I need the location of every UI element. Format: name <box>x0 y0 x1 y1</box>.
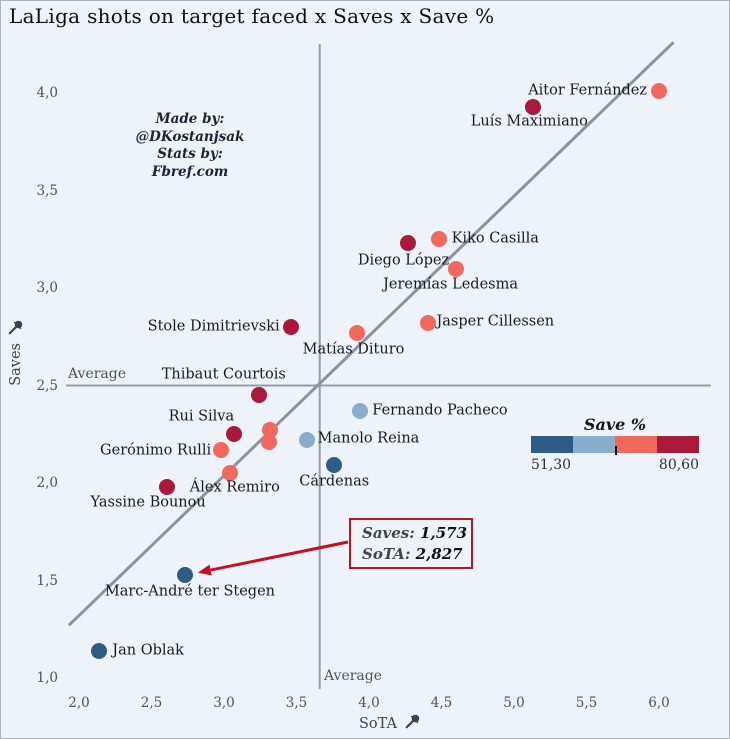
data-point <box>420 315 437 332</box>
callout-value: 2,827 <box>415 545 463 563</box>
legend-title: Save % <box>583 415 647 434</box>
callout-line: SoTA: 2,827 <box>362 544 471 565</box>
legend-color-segment <box>615 436 657 453</box>
x-axis-title-text: SoTA <box>359 715 398 732</box>
data-point <box>326 457 343 474</box>
data-point <box>298 432 315 449</box>
x-tick-label: 4,5 <box>430 695 453 711</box>
player-label: Marc-André ter Stegen <box>104 583 275 600</box>
data-point <box>651 83 667 100</box>
data-point <box>250 387 267 404</box>
data-point <box>352 402 369 419</box>
data-point <box>159 478 176 495</box>
callout-arrow-head <box>197 564 212 576</box>
data-point <box>349 324 366 341</box>
player-label: Gerónimo Rulli <box>100 442 212 459</box>
data-point <box>282 319 299 335</box>
data-point <box>524 98 541 115</box>
data-point <box>213 441 230 458</box>
data-point <box>91 642 108 659</box>
player-label: Rui Silva <box>168 408 235 425</box>
average-x-label: Average <box>324 668 383 684</box>
player-label: Aitor Fernández <box>528 82 647 99</box>
credits-line: @DKostanjsak <box>135 128 245 145</box>
legend-mid-tick <box>615 446 617 455</box>
y-tick-label: 1,0 <box>36 670 58 686</box>
pin-icon <box>404 713 421 734</box>
y-tick-label: 1,5 <box>36 572 58 589</box>
player-label: Fernando Pacheco <box>372 402 508 419</box>
y-tick-label: 2,5 <box>36 377 58 394</box>
data-point <box>430 231 447 248</box>
data-point <box>176 566 193 583</box>
credits-line: Made by: <box>155 111 225 127</box>
player-label: Stole Dimitrievski <box>147 318 280 335</box>
player-label: Yassine Bounou <box>90 494 206 511</box>
x-tick-label: 3,0 <box>213 695 235 711</box>
y-tick-label: 2,0 <box>36 475 58 491</box>
x-tick-label: 5,0 <box>503 695 525 711</box>
average-y-label: Average <box>68 366 127 382</box>
data-point <box>226 426 243 443</box>
data-point <box>260 434 277 451</box>
pin-icon <box>7 319 24 340</box>
x-axis-title: SoTA <box>359 713 421 734</box>
callout-arrow-line <box>210 540 349 572</box>
y-axis-title-text: Saves <box>7 343 24 386</box>
legend-color-bar <box>531 436 699 453</box>
legend-min-label: 51,30 <box>531 457 572 473</box>
x-tick-label: 4,0 <box>358 695 380 711</box>
data-point <box>221 465 238 482</box>
credits-line: Fbref.com <box>151 163 229 180</box>
player-label: Álex Remiro <box>189 479 280 496</box>
callout-value: 1,573 <box>420 524 468 542</box>
player-label: Luís Maximiano <box>470 113 588 130</box>
y-tick-label: 3,0 <box>36 280 58 296</box>
callout-line: Saves: 1,573 <box>362 523 471 544</box>
x-tick-label: 5,5 <box>575 695 598 711</box>
callout-label: Saves: <box>362 524 415 542</box>
legend-max-label: 80,60 <box>658 457 699 473</box>
y-tick-label: 3,5 <box>36 182 58 199</box>
legend-color-segment <box>573 436 615 453</box>
player-label: Manolo Reina <box>317 430 420 447</box>
player-label: Diego López <box>357 252 450 269</box>
callout-label: SoTA: <box>362 545 411 563</box>
y-tick-label: 4,0 <box>36 85 58 101</box>
player-label: Matías Dituro <box>302 341 405 358</box>
player-label: Cárdenas <box>299 473 370 490</box>
player-label: Jan Oblak <box>112 642 184 659</box>
trend-line <box>67 41 675 627</box>
x-tick-label: 2,5 <box>140 695 163 711</box>
callout-box: Saves: 1,573 SoTA: 2,827 <box>349 518 473 569</box>
data-point <box>448 260 464 277</box>
player-label: Jasper Cillessen <box>436 313 555 330</box>
credits-line: Stats by: <box>157 146 223 162</box>
legend-color-segment <box>531 436 573 453</box>
player-label: Thibaut Courtois <box>161 366 286 383</box>
chart-title: LaLiga shots on target faced x Saves x S… <box>9 4 495 28</box>
player-label: Jeremías Ledesma <box>383 276 518 292</box>
credits-block: Made by: @DKostanjsak Stats by: Fbref.co… <box>101 111 279 181</box>
x-tick-label: 2,0 <box>68 695 90 711</box>
legend-color-segment <box>657 436 699 453</box>
legend-range-labels: 51,30 80,60 <box>531 457 699 473</box>
player-label: Kiko Casilla <box>451 230 539 247</box>
data-point <box>400 235 417 252</box>
x-tick-label: 3,5 <box>285 695 308 711</box>
color-legend: Save % 51,30 80,60 <box>531 415 699 473</box>
y-axis-title: Saves <box>7 319 24 386</box>
x-tick-label: 6,0 <box>648 695 670 711</box>
